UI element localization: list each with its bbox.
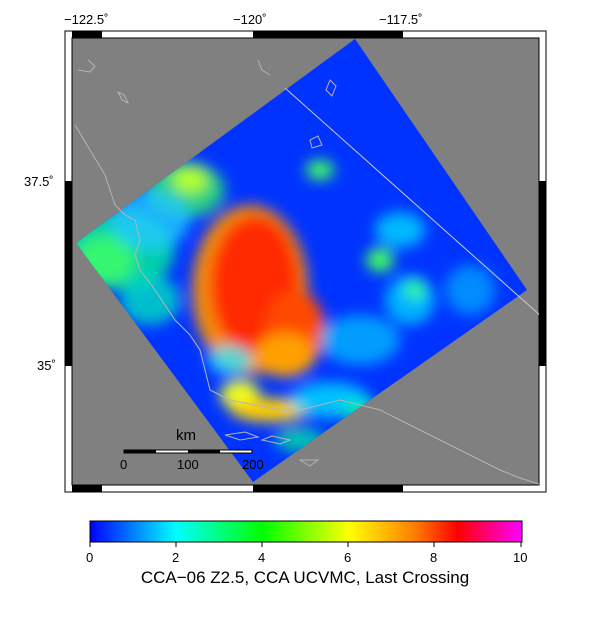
colorbar-tick-2: 2 <box>172 550 180 565</box>
colorbar-tick-4: 4 <box>258 550 266 565</box>
colorbar-tick-0: 0 <box>86 550 94 565</box>
scale-bar <box>123 449 253 454</box>
colorbar-title: CCA−06 Z2.5, CCA UCVMC, Last Crossing <box>140 568 470 587</box>
lat-label-37-5: 37.5˚ <box>24 174 54 189</box>
lat-label-35: 35˚ <box>37 358 56 373</box>
scale-bar-tick-0: 0 <box>120 457 128 472</box>
lon-label-122-5: −122.5˚ <box>64 12 109 27</box>
colorbar-tick-10: 10 <box>513 550 528 565</box>
lon-label-117-5: −117.5˚ <box>379 12 423 27</box>
scale-bar-tick-200: 200 <box>242 457 264 472</box>
colorbar-tick-8: 8 <box>430 550 438 565</box>
lon-label-120: −120˚ <box>233 12 267 27</box>
scale-bar-tick-100: 100 <box>177 457 199 472</box>
coastline <box>74 59 539 485</box>
colorbar <box>89 520 523 547</box>
state-boundary-line <box>284 87 539 315</box>
scale-bar-title: km <box>176 427 196 444</box>
colorbar-gradient <box>89 520 523 543</box>
colorbar-tick-6: 6 <box>344 550 352 565</box>
